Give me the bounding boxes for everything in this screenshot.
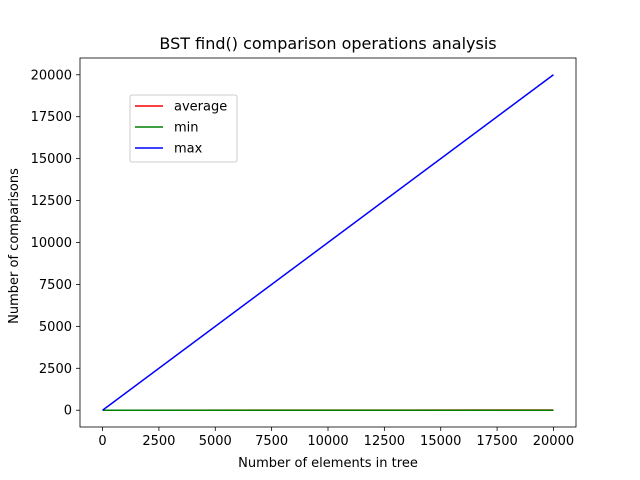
legend-box — [129, 94, 238, 163]
legend-label-min: min — [174, 121, 199, 136]
x-tick-label: 2500 — [142, 434, 175, 449]
y-tick-label: 5000 — [39, 320, 72, 335]
y-tick-label: 17500 — [31, 110, 72, 125]
y-tick-label: 7500 — [39, 278, 72, 293]
y-axis-label: Number of comparisons — [7, 168, 22, 324]
legend-label-average: average — [174, 100, 227, 115]
y-tick-label: 12500 — [31, 194, 72, 209]
x-axis-ticks: 0 2500 5000 7500 10000 12500 15000 17500 20000 — [98, 427, 574, 449]
x-axis-label: Number of elements in tree — [238, 456, 418, 471]
x-tick-label: 12500 — [364, 434, 405, 449]
y-tick-label: 0 — [64, 404, 72, 419]
x-tick-label: 17500 — [476, 434, 517, 449]
y-axis-ticks: 0 2500 5000 7500 10000 12500 15000 17500 20000 — [31, 68, 80, 419]
x-tick-label: 15000 — [420, 434, 461, 449]
x-tick-label: 10000 — [307, 434, 348, 449]
y-tick-label: 10000 — [31, 236, 72, 251]
y-tick-label: 20000 — [31, 68, 72, 83]
legend-label-max: max — [174, 142, 203, 157]
y-tick-label: 2500 — [39, 362, 72, 377]
x-tick-label: 5000 — [199, 434, 232, 449]
chart-title: BST find() comparison operations analysi… — [159, 34, 496, 53]
x-tick-label: 7500 — [255, 434, 288, 449]
x-tick-label: 20000 — [533, 434, 574, 449]
x-tick-label: 0 — [98, 434, 106, 449]
series-line-max — [102, 74, 554, 411]
legend: average min max — [129, 94, 238, 163]
y-tick-label: 15000 — [31, 152, 72, 167]
